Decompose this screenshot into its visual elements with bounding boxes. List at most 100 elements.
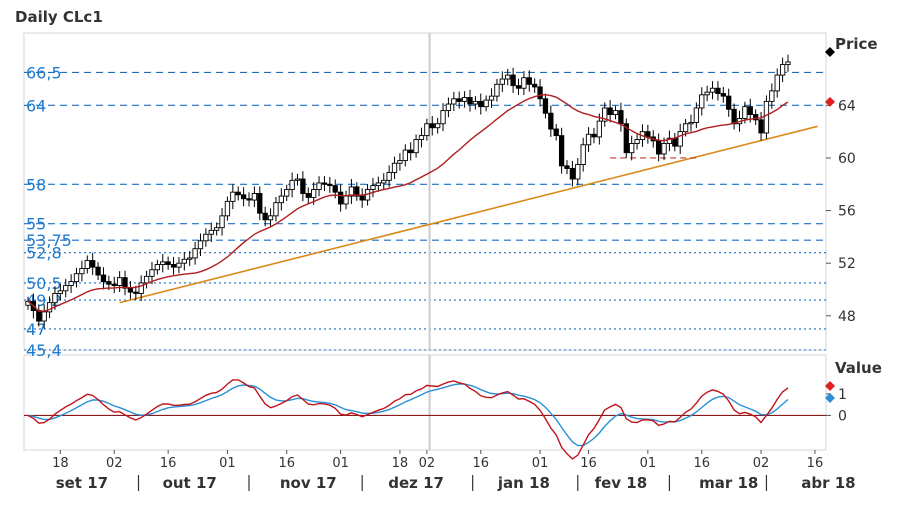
candle-body-28 — [176, 262, 182, 268]
x-tick-label-2: 16 — [160, 456, 177, 471]
candle-body-41 — [246, 198, 252, 201]
candle-body-36 — [219, 215, 225, 229]
candle-body-11 — [84, 260, 90, 269]
candle-body-83 — [472, 100, 479, 105]
candle-body-34 — [208, 229, 214, 235]
candle-body-94 — [532, 83, 538, 88]
value-axis-title: Value — [835, 359, 882, 377]
candle-body-87 — [494, 83, 500, 97]
candle-body-67 — [386, 171, 392, 181]
candle-body-119 — [666, 137, 673, 144]
uptrend-line — [119, 125, 818, 304]
chart-title: Daily CLc1 — [15, 8, 103, 26]
candle-body-47 — [278, 195, 284, 204]
candle-body-27 — [170, 264, 177, 268]
candle-body-58 — [337, 191, 344, 205]
candle-body-102 — [575, 164, 581, 180]
month-label-5: fev 18 — [595, 474, 648, 492]
candle-body-66 — [381, 179, 387, 184]
candle-body-12 — [90, 260, 96, 268]
candle-body-135 — [753, 114, 759, 121]
oscillator-line — [27, 379, 789, 460]
candle-body-115 — [645, 131, 651, 138]
candle-body-46 — [273, 202, 279, 217]
candle-body-82 — [467, 97, 473, 105]
level-label-1: 64 — [26, 96, 46, 115]
signal-diamond-marker — [825, 393, 835, 403]
x-tick-label-9: 01 — [532, 456, 549, 471]
price-axis: 48 52 56 60 64 1 0 — [826, 98, 856, 424]
candle-body-43 — [257, 193, 263, 214]
candle-body-129 — [720, 93, 726, 97]
candle-body-31 — [192, 248, 198, 259]
x-tick-label-0: 18 — [52, 456, 69, 471]
month-label-6: mar 18 — [699, 474, 758, 492]
candle-body-96 — [542, 98, 549, 114]
candle-body-23 — [149, 269, 155, 277]
candle-body-113 — [634, 139, 640, 144]
month-label-1: out 17 — [163, 474, 217, 492]
candle-body-61 — [354, 186, 360, 197]
candle-body-10 — [79, 267, 85, 275]
candle-body-139 — [774, 74, 780, 92]
candle-body-57 — [332, 185, 338, 193]
candle-body-85 — [483, 99, 489, 108]
candle-body-107 — [602, 107, 608, 122]
candle-body-77 — [440, 110, 446, 125]
candle-body-16 — [111, 283, 117, 286]
candle-body-49 — [289, 179, 295, 190]
level-label-8: 47 — [26, 320, 46, 339]
candle-body-92 — [521, 77, 527, 89]
candle-body-72 — [413, 139, 419, 154]
candle-body-101 — [569, 168, 576, 180]
candle-body-108 — [607, 107, 613, 116]
candle-body-45 — [267, 215, 274, 221]
indicator-tick-label-0: 1 — [838, 387, 847, 403]
candle-body-2 — [36, 310, 42, 322]
candle-body-74 — [424, 123, 430, 137]
candle-body-60 — [348, 186, 355, 197]
x-tick-label-8: 16 — [472, 456, 489, 471]
level-label-5: 52,8 — [26, 244, 62, 263]
price-panel-frame — [23, 32, 827, 351]
level-label-9: 45,4 — [26, 341, 62, 360]
level-label-4: 53,75 — [26, 231, 72, 250]
candle-body-44 — [262, 212, 268, 221]
candle-body-29 — [181, 258, 187, 264]
candle-body-86 — [488, 95, 495, 101]
candle-body-141 — [785, 61, 791, 66]
candle-body-78 — [445, 103, 452, 112]
candle-body-53 — [311, 189, 317, 198]
indicator-panel-frame — [23, 354, 827, 451]
candle-body-134 — [747, 106, 753, 116]
candle-body-84 — [478, 100, 484, 108]
candle-body-133 — [742, 106, 748, 119]
candle-body-32 — [197, 240, 204, 250]
candle-body-64 — [370, 185, 376, 190]
price-tick-label-3: 60 — [838, 151, 856, 167]
candles — [25, 54, 791, 329]
candle-body-111 — [623, 123, 629, 154]
candle-body-68 — [391, 162, 398, 173]
candle-body-89 — [505, 74, 511, 80]
ma-diamond-marker — [825, 96, 835, 107]
candle-body-39 — [235, 191, 241, 196]
candle-body-21 — [138, 282, 144, 294]
price-tick-label-0: 48 — [838, 309, 856, 325]
candle-body-138 — [769, 90, 775, 102]
time-axis: 18 02 16 01 16 01 18 02 16 01 16 01 16 02 16 set 17 out … — [52, 450, 856, 492]
candle-body-55 — [321, 182, 328, 185]
candle-body-22 — [143, 275, 150, 284]
x-tick-label-3: 01 — [219, 456, 236, 471]
x-tick-label-1: 02 — [106, 456, 123, 471]
candle-body-106 — [596, 120, 602, 138]
candle-body-91 — [515, 85, 522, 89]
candle-body-75 — [429, 123, 435, 129]
candle-body-99 — [558, 135, 565, 167]
candle-body-3 — [41, 311, 47, 322]
candle-body-105 — [591, 133, 597, 138]
month-label-7: abr 18 — [801, 474, 855, 492]
x-tick-label-5: 01 — [332, 456, 349, 471]
candle-body-137 — [763, 100, 770, 134]
candle-body-122 — [682, 123, 689, 133]
